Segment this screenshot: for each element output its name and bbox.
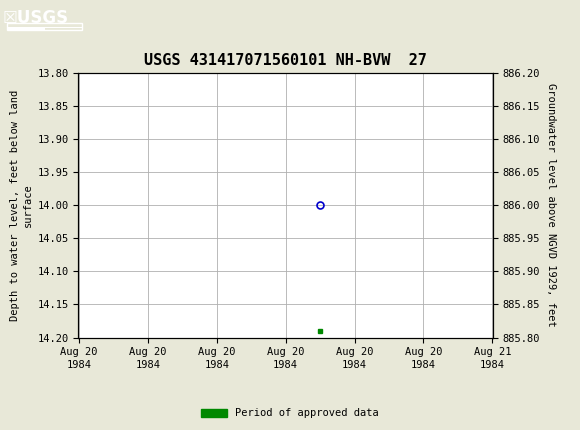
Y-axis label: Groundwater level above NGVD 1929, feet: Groundwater level above NGVD 1929, feet xyxy=(546,83,556,327)
Legend: Period of approved data: Period of approved data xyxy=(197,404,383,423)
Y-axis label: Depth to water level, feet below land
surface: Depth to water level, feet below land su… xyxy=(10,90,33,321)
Text: ☒USGS: ☒USGS xyxy=(3,9,69,27)
Bar xyxy=(7,23,82,30)
Title: USGS 431417071560101 NH-BVW  27: USGS 431417071560101 NH-BVW 27 xyxy=(144,53,427,68)
Bar xyxy=(7,27,45,30)
Bar xyxy=(45,27,82,28)
